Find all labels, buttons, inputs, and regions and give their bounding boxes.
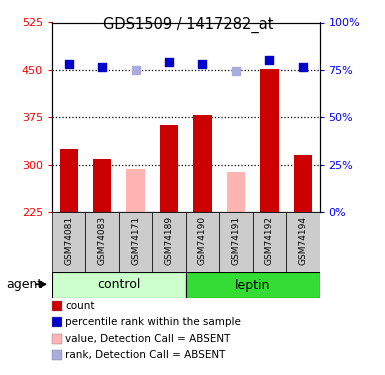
Text: rank, Detection Call = ABSENT: rank, Detection Call = ABSENT [65,350,226,360]
Bar [219,212,253,272]
Text: control: control [97,279,141,291]
Bar [60,149,78,212]
Text: leptin: leptin [235,279,270,291]
Bar [93,159,111,212]
Bar [193,115,212,212]
Text: value, Detection Call = ABSENT: value, Detection Call = ABSENT [65,334,231,344]
Bar [85,212,119,272]
Bar [119,212,152,272]
Text: GDS1509 / 1417282_at: GDS1509 / 1417282_at [104,16,274,33]
Text: GSM74194: GSM74194 [298,216,307,265]
Point [199,61,206,67]
Text: percentile rank within the sample: percentile rank within the sample [65,317,241,327]
Text: GSM74192: GSM74192 [265,216,274,265]
Bar [294,155,312,212]
Text: count: count [65,301,95,310]
Bar [227,172,245,212]
Point [233,68,239,74]
Text: GSM74189: GSM74189 [164,216,174,265]
Bar [52,212,85,272]
Bar [152,212,186,272]
Point [300,64,306,70]
Bar [186,212,219,272]
Text: agent: agent [6,278,42,291]
Point [266,57,273,63]
Point [65,61,72,67]
Text: GSM74190: GSM74190 [198,216,207,265]
Bar [52,272,186,298]
Bar [286,212,320,272]
Text: GSM74191: GSM74191 [231,216,241,265]
Bar [160,125,178,212]
Text: GSM74171: GSM74171 [131,216,140,265]
Bar [126,169,145,212]
Point [99,64,105,70]
Point [132,67,139,73]
Bar [253,212,286,272]
Text: GSM74081: GSM74081 [64,216,73,265]
Bar [186,272,320,298]
Bar [260,69,279,212]
Point [166,59,172,65]
Text: GSM74083: GSM74083 [98,216,107,265]
